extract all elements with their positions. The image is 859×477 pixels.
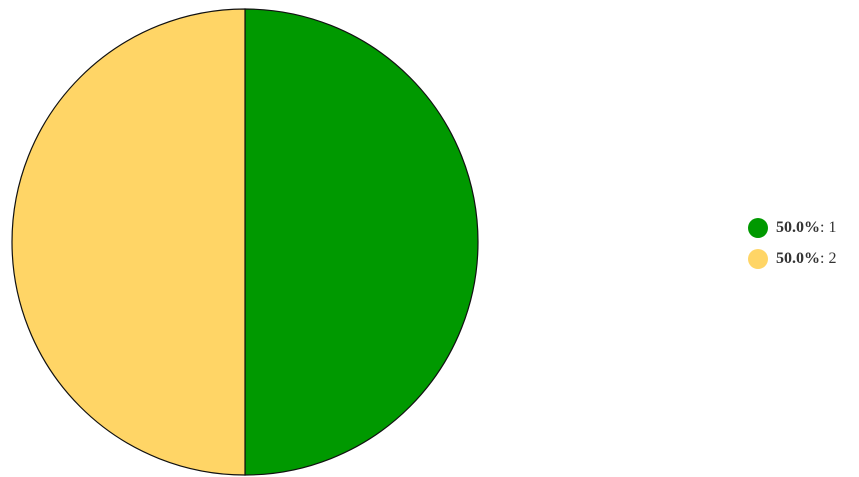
legend-swatch-2 <box>748 249 768 269</box>
pie-slice-1 <box>245 9 478 475</box>
legend-separator-1: : <box>820 219 828 237</box>
legend-percent-1: 50.0% <box>776 219 820 237</box>
legend-label-1: 1 <box>828 219 836 237</box>
chart-legend: 50.0%: 1 50.0%: 2 <box>748 218 856 280</box>
pie-slices <box>12 9 478 475</box>
legend-separator-2: : <box>820 250 828 268</box>
legend-swatch-1 <box>748 218 768 238</box>
legend-percent-2: 50.0% <box>776 250 820 268</box>
legend-item-1: 50.0%: 1 <box>748 218 856 238</box>
legend-label-2: 2 <box>828 250 836 268</box>
legend-item-2: 50.0%: 2 <box>748 249 856 269</box>
pie-slice-2 <box>12 9 245 475</box>
